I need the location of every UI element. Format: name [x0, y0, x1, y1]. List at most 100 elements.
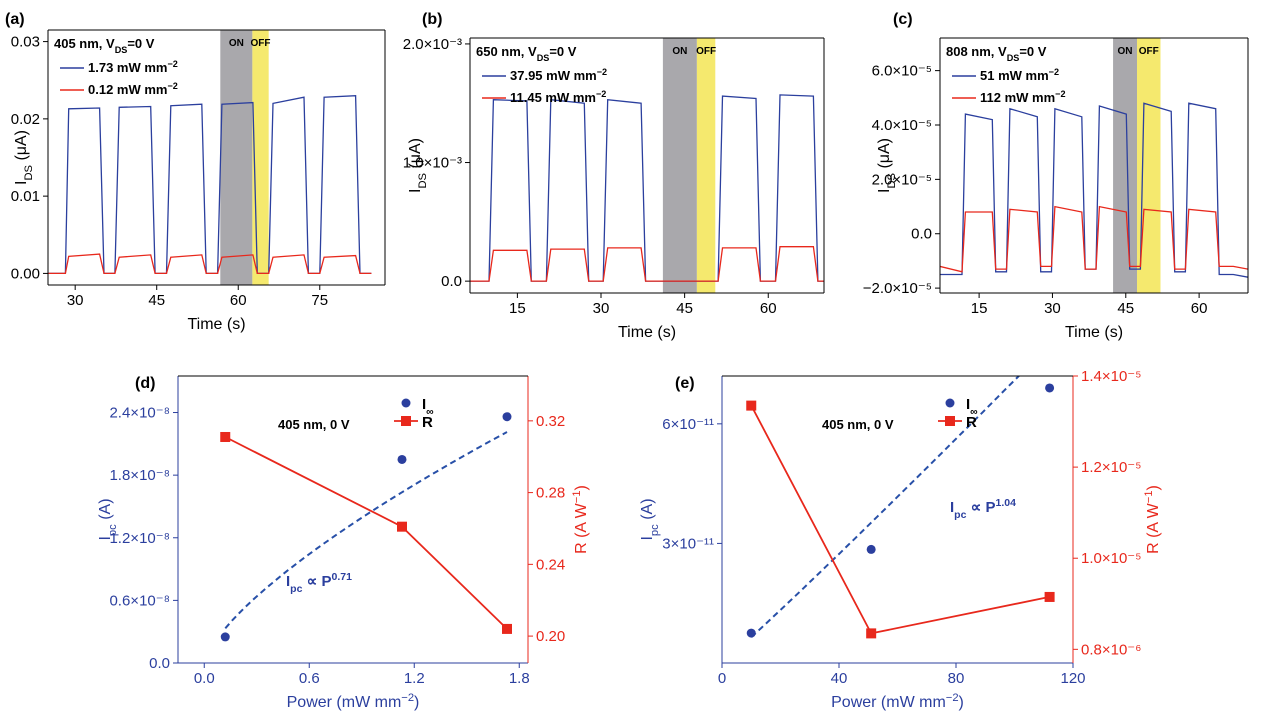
panel-label: (d) [135, 375, 155, 392]
y-axis-title: Ipc (A) [639, 498, 661, 540]
on-band [662, 38, 697, 293]
x-tick-label: 0.0 [194, 670, 215, 687]
x-tick-label: 40 [831, 670, 848, 687]
chart-panel: (a) ON OFF 405 nm, VDS=0 V 1.73 mW mm−2 0.12 … [5, 11, 386, 333]
legend-label: R [422, 414, 433, 431]
annotation: 405 nm, 0 V [278, 417, 350, 432]
series-line-blue [48, 95, 372, 275]
x-axis-title: Time (s) [1065, 324, 1123, 341]
on-label: ON [1118, 46, 1133, 57]
x-axis-title: Time (s) [187, 316, 245, 333]
x-tick-label: 60 [760, 300, 777, 317]
y-tick-label-right: 0.32 [536, 413, 565, 430]
fit-label: Ipc ∝ P0.71 [286, 571, 352, 595]
y-tick-label: 0.03 [11, 34, 40, 51]
y-tick-label: 1.2×10⁻⁸ [109, 530, 170, 547]
legend-label: 37.95 mW mm−2 [510, 67, 607, 83]
y-tick-label: −2.0×10⁻⁵ [863, 280, 932, 297]
x-tick-label: 0.6 [299, 670, 320, 687]
x-tick-label: 80 [948, 670, 965, 687]
legend-marker-current [945, 398, 955, 408]
y-tick-label-right: 1.2×10⁻⁵ [1081, 459, 1141, 476]
current-point [220, 632, 230, 642]
x-tick-label: 45 [676, 300, 693, 317]
legend-marker-current [401, 398, 411, 408]
current-point [397, 454, 407, 464]
y-tick-label: 6×10⁻¹¹ [662, 416, 714, 433]
current-point [866, 544, 876, 554]
y-axis-title: IDS (μA) [876, 138, 898, 193]
responsivity-point [397, 521, 407, 532]
off-label: OFF [251, 38, 271, 49]
annotation: 405 nm, VDS=0 V [54, 36, 155, 55]
x-tick-label: 30 [593, 300, 610, 317]
series-line-blue [470, 94, 824, 282]
x-tick-label: 15 [509, 300, 526, 317]
current-point [502, 412, 512, 422]
responsivity-point [502, 623, 512, 634]
x-tick-label: 1.2 [404, 670, 425, 687]
y-tick-label: 0.01 [11, 188, 40, 205]
x-axis-title: Time (s) [618, 324, 676, 341]
y-axis-title-right: R (A W−1) [1143, 485, 1162, 554]
legend-label: 1.73 mW mm−2 [88, 59, 178, 75]
legend-label: I∞ [966, 396, 978, 418]
panel-label: (b) [422, 11, 442, 28]
on-band [220, 30, 253, 285]
annotation: 405 nm, 0 V [822, 417, 894, 432]
x-tick-label: 15 [971, 300, 988, 317]
legend-label: 0.12 mW mm−2 [88, 81, 178, 97]
chart-panel: (e) 405 nm, 0 V I∞R Ipc ∝ P1.04 0 40 80 120 3×10… [639, 368, 1162, 711]
chart-panel: (d) 405 nm, 0 V I∞R Ipc ∝ P0.71 0.0 0.6 1.2 1.8… [97, 375, 590, 711]
fit-curve [224, 431, 508, 629]
y-tick-label: 1.0×10⁻³ [403, 155, 462, 172]
series-line-red [48, 253, 372, 275]
responsivity-point [746, 400, 757, 411]
legend-marker-responsivity [401, 416, 411, 426]
x-tick-label: 120 [1060, 670, 1085, 687]
y-tick-label: 4.0×10⁻⁵ [872, 117, 932, 134]
on-label: ON [229, 38, 244, 49]
x-axis-title: Power (mW mm−2) [287, 692, 420, 711]
off-label: OFF [696, 46, 716, 57]
x-tick-label: 75 [311, 292, 328, 309]
chart-panel: (c) ON OFF 808 nm, VDS=0 V 51 mW mm−2 112 mW … [863, 11, 1249, 341]
x-tick-label: 0 [718, 670, 726, 687]
y-tick-label-right: 0.24 [536, 556, 565, 573]
legend-label: 11.45 mW mm−2 [510, 89, 606, 105]
y-axis-title: IDS (μA) [13, 130, 35, 185]
responsivity-line [224, 436, 508, 630]
off-label: OFF [1139, 46, 1159, 57]
y-tick-label: 3×10⁻¹¹ [662, 535, 714, 552]
y-tick-label-right: 0.20 [536, 628, 565, 645]
x-tick-label: 45 [1117, 300, 1134, 317]
y-tick-label-right: 0.8×10⁻⁶ [1081, 641, 1141, 658]
y-tick-label: 0.00 [11, 265, 40, 282]
y-tick-label: 2.4×10⁻⁸ [109, 405, 170, 422]
x-tick-label: 1.8 [509, 670, 530, 687]
y-tick-label: 1.8×10⁻⁸ [109, 467, 170, 484]
panel-label: (e) [675, 375, 695, 392]
y-tick-label: 0.0 [149, 655, 170, 672]
annotation: 650 nm, VDS=0 V [476, 44, 577, 63]
series-line-red [940, 205, 1248, 273]
current-point [1045, 383, 1055, 393]
y-axis-title-right: R (A W−1) [571, 485, 590, 554]
panel-label: (a) [5, 11, 25, 28]
y-tick-label: 0.02 [11, 111, 40, 128]
on-band [1113, 38, 1138, 293]
y-tick-label: 2.0×10⁻⁵ [872, 171, 932, 188]
legend-label: 112 mW mm−2 [980, 89, 1066, 105]
panel-label: (c) [893, 11, 913, 28]
y-tick-label-right: 1.4×10⁻⁵ [1081, 368, 1141, 385]
on-label: ON [672, 46, 687, 57]
legend-label: 51 mW mm−2 [980, 67, 1059, 83]
y-tick-label-right: 1.0×10⁻⁵ [1081, 550, 1141, 567]
y-axis-title: IDS (μA) [407, 138, 429, 193]
responsivity-point [1044, 591, 1055, 602]
y-tick-label-right: 0.28 [536, 485, 565, 502]
off-band [696, 38, 716, 293]
x-tick-label: 45 [148, 292, 165, 309]
responsivity-point [866, 628, 877, 639]
